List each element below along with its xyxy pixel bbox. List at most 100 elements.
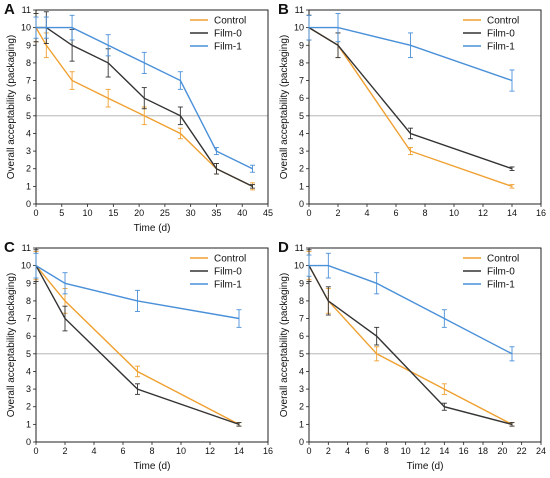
series-line	[35, 27, 253, 188]
x-axis-title: Time (d)	[134, 461, 171, 472]
y-tick-label: 5	[26, 111, 31, 121]
x-tick-label: 30	[186, 208, 196, 218]
y-tick-label: 5	[299, 349, 304, 359]
series-film-1	[306, 13, 515, 92]
legend-label: Control	[487, 16, 519, 27]
plot-frame	[35, 9, 269, 205]
y-tick-label: 10	[294, 261, 304, 271]
y-tick-label: 3	[299, 384, 304, 394]
y-tick-label: 9	[26, 278, 31, 288]
y-tick-label: 4	[299, 128, 304, 138]
y-tick-label: 3	[26, 384, 31, 394]
legend: Control Film-0 Film-1	[463, 16, 519, 53]
x-tick-label: 2	[335, 208, 340, 218]
y-tick-label: 1	[26, 181, 31, 191]
x-tick-label: 14	[507, 208, 517, 218]
y-tick-label: 3	[299, 146, 304, 156]
x-tick-label: 18	[478, 446, 488, 456]
y-tick-label: 6	[299, 93, 304, 103]
x-tick-label: 12	[205, 446, 215, 456]
legend-label: Control	[214, 254, 246, 265]
legend-label: Film-1	[487, 42, 515, 53]
y-tick-label: 5	[299, 111, 304, 121]
panel-letter: C	[4, 239, 15, 256]
series-line	[309, 26, 513, 82]
x-tick-label: 6	[393, 208, 398, 218]
y-tick-label: 6	[26, 93, 31, 103]
legend-label: Film-0	[214, 29, 242, 40]
y-tick-label: 6	[299, 331, 304, 341]
x-tick-label: 0	[306, 446, 311, 456]
x-tick-label: 2	[326, 446, 331, 456]
y-tick-label: 3	[26, 146, 31, 156]
x-tick-label: 8	[422, 208, 427, 218]
series-line	[36, 26, 253, 188]
y-axis-title: Overall acceptability (packaging)	[6, 273, 17, 418]
y-tick-label: 8	[299, 296, 304, 306]
x-tick-label: 16	[263, 446, 273, 456]
x-tick-label: 16	[459, 446, 469, 456]
x-tick-label: 22	[517, 446, 527, 456]
y-tick-label: 0	[299, 437, 304, 447]
y-tick-label: 8	[26, 296, 31, 306]
y-tick-label: 8	[26, 58, 31, 68]
y-tick-label: 2	[299, 164, 304, 174]
y-axis-title: Overall acceptability (packaging)	[279, 35, 290, 180]
legend-label: Film-1	[214, 42, 242, 53]
y-tick-label: 11	[22, 243, 31, 253]
y-tick-label: 2	[299, 402, 304, 412]
x-tick-label: 20	[134, 208, 144, 218]
x-axis-title: Time (d)	[407, 461, 444, 472]
x-tick-label: 35	[211, 208, 221, 218]
x-tick-label: 10	[449, 208, 459, 218]
x-tick-label: 10	[401, 446, 411, 456]
x-tick-label: 20	[497, 446, 507, 456]
legend: Control Film-0 Film-1	[463, 254, 519, 291]
series-film-1	[306, 252, 515, 362]
y-tick-label: 7	[26, 76, 31, 86]
legend-label: Film-1	[487, 280, 515, 291]
y-tick-label: 4	[26, 366, 31, 376]
x-tick-label: 5	[59, 208, 64, 218]
legend-label: Film-1	[214, 280, 242, 291]
legend: Control Film-0 Film-1	[190, 16, 246, 53]
x-tick-label: 8	[384, 446, 389, 456]
y-tick-label: 7	[26, 314, 31, 324]
x-tick-label: 16	[536, 208, 546, 218]
y-tick-label: 5	[26, 349, 31, 359]
y-tick-label: 8	[299, 58, 304, 68]
y-tick-label: 10	[21, 23, 31, 33]
y-tick-label: 9	[26, 40, 31, 50]
x-tick-label: 0	[306, 208, 311, 218]
legend-label: Film-0	[487, 29, 515, 40]
x-tick-label: 4	[345, 446, 350, 456]
y-axis-title: Overall acceptability (packaging)	[279, 273, 290, 418]
x-tick-label: 0	[33, 208, 38, 218]
x-tick-label: 2	[62, 446, 67, 456]
x-tick-label: 4	[364, 208, 369, 218]
legend: Control Film-0 Film-1	[190, 254, 246, 291]
panel-letter: D	[278, 239, 289, 256]
series-film-0	[306, 249, 515, 427]
x-tick-label: 10	[176, 446, 186, 456]
y-tick-label: 11	[22, 5, 31, 15]
y-tick-label: 0	[26, 199, 31, 209]
y-tick-label: 10	[21, 261, 31, 271]
y-tick-label: 7	[299, 314, 304, 324]
y-tick-label: 6	[26, 331, 31, 341]
y-tick-label: 9	[299, 278, 304, 288]
series-line	[36, 26, 253, 170]
x-tick-label: 12	[420, 446, 430, 456]
series-line	[35, 265, 240, 426]
series-line	[308, 265, 513, 426]
x-tick-label: 0	[33, 446, 38, 456]
x-tick-label: 6	[120, 446, 125, 456]
y-tick-label: 2	[26, 164, 31, 174]
x-axis-title: Time (d)	[134, 223, 171, 234]
y-tick-label: 9	[299, 40, 304, 50]
y-tick-label: 10	[294, 23, 304, 33]
y-tick-label: 7	[299, 76, 304, 86]
